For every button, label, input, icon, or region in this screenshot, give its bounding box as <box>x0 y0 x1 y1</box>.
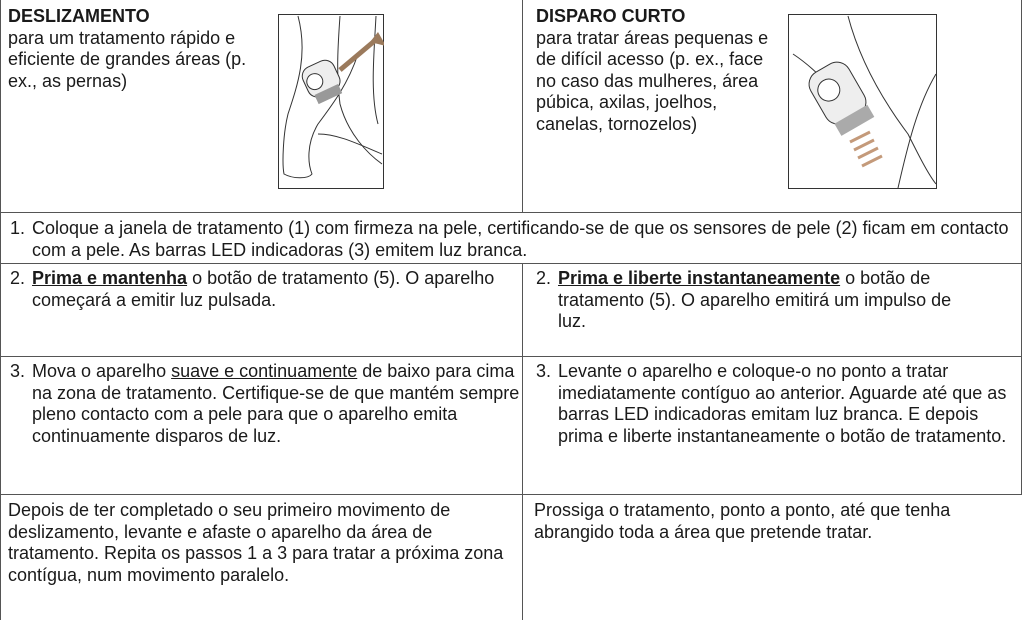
row-border <box>0 263 1022 264</box>
divider <box>522 263 523 620</box>
step-text: Coloque a janela de tratamento (1) com f… <box>32 218 1009 260</box>
mode-right: DISPARO CURTO para tratar áreas pequenas… <box>536 6 776 135</box>
final-note: Depois de ter completado o seu primeiro … <box>8 500 504 585</box>
row-border <box>0 356 1022 357</box>
divider <box>522 0 523 212</box>
illustration-legs <box>278 14 384 189</box>
step: 3. Levante o aparelho e coloque-o no pon… <box>534 361 1018 447</box>
step-text: o botão de tratamento (5). O aparelho co… <box>32 268 495 310</box>
step-emphasis: Prima e mantenha <box>32 268 188 288</box>
row-border <box>0 494 1022 495</box>
step: 3. Mova o aparelho suave e continuamente… <box>8 361 520 447</box>
step-text: o botão de tratamento (5). O aparelho em… <box>558 268 952 331</box>
step: 2. Prima e mantenha o botão de tratament… <box>8 268 520 311</box>
mode-title: DESLIZAMENTO <box>8 6 150 26</box>
step-emphasis: suave e continuamente <box>171 361 358 381</box>
border <box>1021 0 1022 494</box>
step-text: Levante o aparelho e coloque-o no ponto … <box>558 361 1007 446</box>
mode-text: para tratar áreas pequenas e de difícil … <box>536 27 769 134</box>
mode-text: para um tratamento rápido e eficiente de… <box>8 27 247 91</box>
step-number: 2. <box>10 268 26 288</box>
border <box>0 0 1 620</box>
step-number: 2. <box>536 268 552 288</box>
step-number: 1. <box>10 218 26 238</box>
step-text: Mova o aparelho <box>32 361 167 381</box>
illustration-knee <box>788 14 937 189</box>
step-text: de baixo para cima na zona de tratamento… <box>32 361 520 446</box>
step: 2. Prima e liberte instantaneamente o bo… <box>534 268 978 333</box>
step-number: 3. <box>536 361 552 381</box>
mode-title: DISPARO CURTO <box>536 6 686 26</box>
final-note: Prossiga o tratamento, ponto a ponto, at… <box>534 500 951 542</box>
mode-left: DESLIZAMENTO para um tratamento rápido e… <box>8 6 268 92</box>
step-number: 3. <box>10 361 26 381</box>
step-emphasis: Prima e liberte instantaneamente <box>558 268 841 288</box>
row-border <box>0 212 1022 213</box>
step: 1. Coloque a janela de tratamento (1) co… <box>8 218 1012 261</box>
